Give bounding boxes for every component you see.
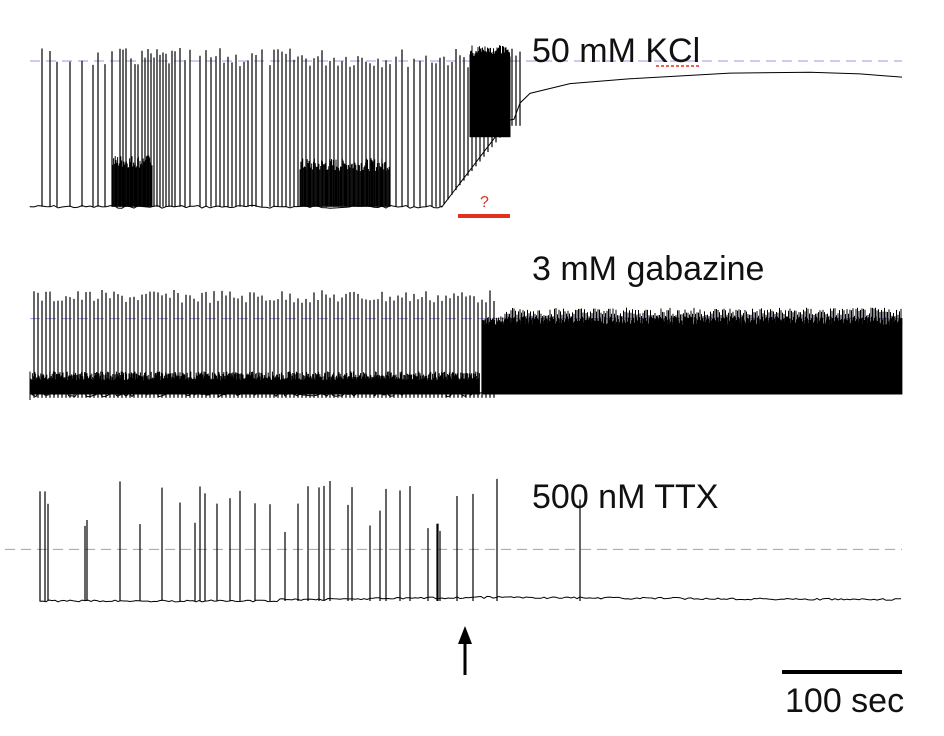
scale-bar-label: 100 sec <box>785 682 904 720</box>
scale-bar: 100 sec <box>782 670 904 720</box>
voltage-trace-ttx <box>39 595 901 603</box>
trace-panel-kcl: 50 mM KCl ? <box>29 32 903 218</box>
trace-panel-ttx: 500 nM TTX <box>5 478 902 603</box>
trace-panel-gabazine: 3 mM gabazine <box>29 250 903 400</box>
spike-group-kcl <box>41 45 521 207</box>
trace-label-gabazine: 3 mM gabazine <box>532 250 764 288</box>
application-arrow-icon <box>458 626 472 675</box>
trace-label-ttx: 500 nM TTX <box>532 478 718 516</box>
spike-group-ttx <box>39 478 581 601</box>
annotation-question-mark: ? <box>480 194 489 211</box>
trace-label-kcl: 50 mM KCl <box>532 32 700 70</box>
arrow-head <box>458 626 472 644</box>
spike-group-gabazine <box>29 290 903 398</box>
voltage-trace-kcl <box>29 71 903 209</box>
